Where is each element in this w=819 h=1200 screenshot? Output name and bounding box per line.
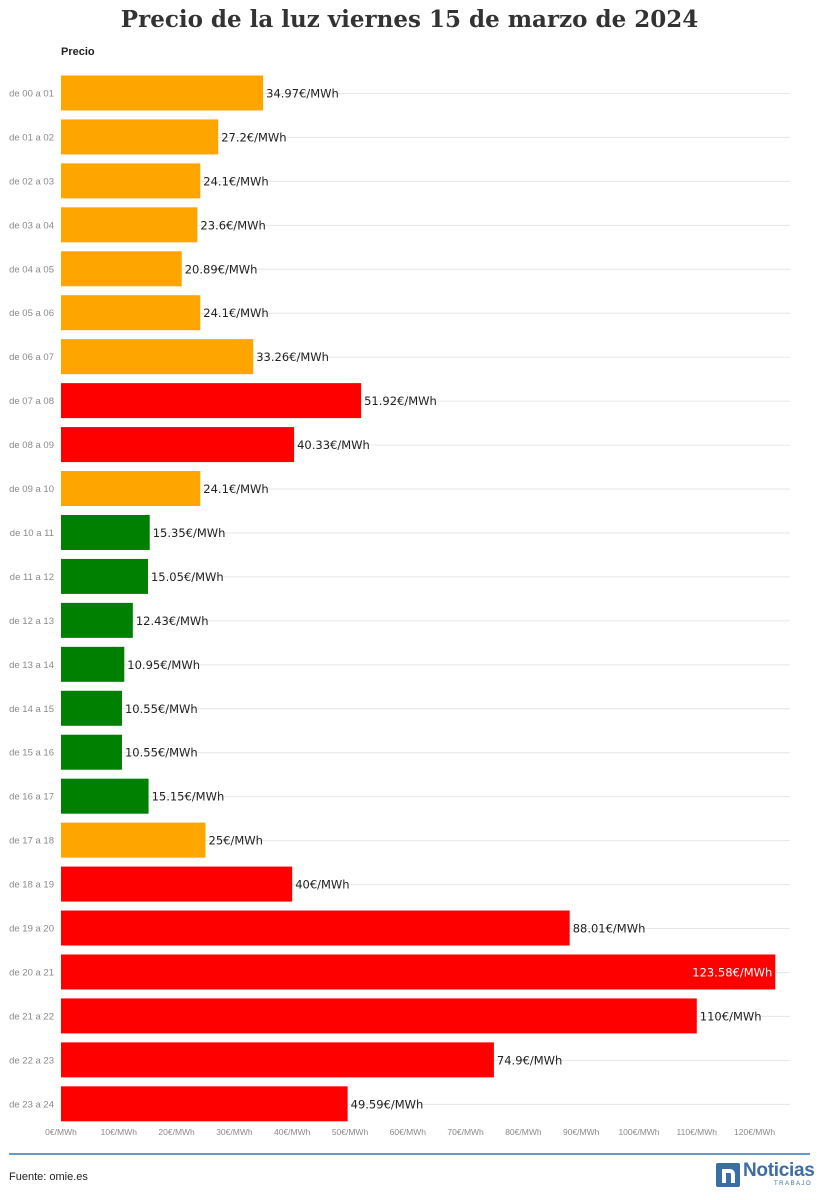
logo-icon <box>716 1163 740 1187</box>
bar <box>61 602 133 638</box>
x-tick-label: 120€/MWh <box>734 1127 775 1137</box>
logo-subtitle: TRABAJO <box>774 1181 813 1187</box>
bar <box>61 383 362 419</box>
x-tick-label: 50€/MWh <box>332 1127 369 1137</box>
data-label: 123.58€/MWh <box>692 965 772 979</box>
bar <box>61 207 198 243</box>
category-label: de 03 a 04 <box>9 220 54 231</box>
category-label: de 08 a 09 <box>9 440 54 451</box>
bar <box>61 778 149 814</box>
category-label: de 01 a 02 <box>9 132 54 143</box>
data-label: 33.26€/MWh <box>256 350 329 364</box>
data-label: 10.55€/MWh <box>125 702 198 716</box>
bar <box>61 734 122 770</box>
bar <box>61 910 570 946</box>
category-label: de 17 a 18 <box>9 836 54 847</box>
category-label: de 22 a 23 <box>9 1055 54 1066</box>
footer-divider <box>9 1153 810 1155</box>
category-label: de 05 a 06 <box>9 308 54 319</box>
bar <box>61 163 201 199</box>
category-label: de 21 a 22 <box>9 1011 54 1022</box>
category-label: de 00 a 01 <box>9 88 54 99</box>
x-tick-label: 0€/MWh <box>45 1127 77 1137</box>
bar <box>61 1042 494 1078</box>
data-label: 15.05€/MWh <box>151 570 224 584</box>
category-label: de 06 a 07 <box>9 352 54 363</box>
bar <box>61 998 697 1034</box>
x-tick-label: 40€/MWh <box>274 1127 311 1137</box>
data-label: 24.1€/MWh <box>203 174 268 188</box>
x-tick-label: 70€/MWh <box>447 1127 484 1137</box>
category-label: de 13 a 14 <box>9 660 54 671</box>
bar <box>61 1086 348 1122</box>
x-tick-label: 90€/MWh <box>563 1127 600 1137</box>
x-tick-label: 110€/MWh <box>677 1127 718 1137</box>
bar <box>61 339 254 375</box>
category-label: de 16 a 17 <box>9 792 54 803</box>
data-label: 49.59€/MWh <box>351 1097 424 1111</box>
logo-name: Noticias <box>743 1160 815 1181</box>
data-label: 40.33€/MWh <box>297 438 370 452</box>
category-label: de 15 a 16 <box>9 748 54 759</box>
data-label: 74.9€/MWh <box>497 1053 562 1067</box>
category-label: de 18 a 19 <box>9 880 54 891</box>
category-label: de 09 a 10 <box>9 484 54 495</box>
bar <box>61 295 201 331</box>
source-note: Fuente: omie.es <box>9 1171 88 1183</box>
data-label: 10.95€/MWh <box>127 658 200 672</box>
category-label: de 12 a 13 <box>9 616 54 627</box>
data-label: 110€/MWh <box>700 1009 762 1023</box>
series-label: Precio <box>61 46 95 58</box>
data-label: 40€/MWh <box>295 878 349 892</box>
data-label: 10.55€/MWh <box>125 746 198 760</box>
category-label: de 23 a 24 <box>9 1099 54 1110</box>
bar <box>61 427 295 463</box>
bar-chart: de 00 a 01 34.97€/MWh de 01 a 02 27.2€/MWh d… <box>9 75 790 1137</box>
bar <box>61 954 776 990</box>
data-label: 15.35€/MWh <box>153 526 226 540</box>
data-label: 25€/MWh <box>209 834 263 848</box>
category-label: de 07 a 08 <box>9 396 54 407</box>
data-label: 23.6€/MWh <box>200 218 265 232</box>
category-label: de 14 a 15 <box>9 704 54 715</box>
data-label: 24.1€/MWh <box>203 306 268 320</box>
x-tick-label: 100€/MWh <box>618 1127 659 1137</box>
bar <box>61 514 150 550</box>
x-tick-label: 10€/MWh <box>101 1127 138 1137</box>
category-label: de 10 a 11 <box>10 528 54 539</box>
data-label: 15.15€/MWh <box>152 790 225 804</box>
x-tick-label: 30€/MWh <box>216 1127 253 1137</box>
publisher-logo: Noticias TRABAJO <box>716 1160 815 1190</box>
category-label: de 02 a 03 <box>9 176 54 187</box>
bar <box>61 471 201 507</box>
bar <box>61 690 122 726</box>
bar <box>61 646 125 682</box>
x-tick-label: 20€/MWh <box>158 1127 195 1137</box>
bar <box>61 866 293 902</box>
data-label: 12.43€/MWh <box>136 614 209 628</box>
category-label: de 11 a 12 <box>10 572 54 583</box>
data-label: 20.89€/MWh <box>185 262 258 276</box>
data-label: 88.01€/MWh <box>573 922 646 936</box>
category-label: de 04 a 05 <box>9 264 54 275</box>
bar <box>61 75 264 111</box>
x-tick-label: 80€/MWh <box>505 1127 542 1137</box>
data-label: 27.2€/MWh <box>221 130 286 144</box>
data-label: 51.92€/MWh <box>364 394 437 408</box>
category-label: de 20 a 21 <box>9 967 54 978</box>
bar <box>61 251 182 287</box>
bar <box>61 558 148 594</box>
chart-title: Precio de la luz viernes 15 de marzo de … <box>120 6 699 33</box>
data-label: 34.97€/MWh <box>266 86 339 100</box>
data-label: 24.1€/MWh <box>203 482 268 496</box>
bar <box>61 822 206 858</box>
category-label: de 19 a 20 <box>9 924 54 935</box>
bar <box>61 119 219 155</box>
x-tick-label: 60€/MWh <box>390 1127 427 1137</box>
